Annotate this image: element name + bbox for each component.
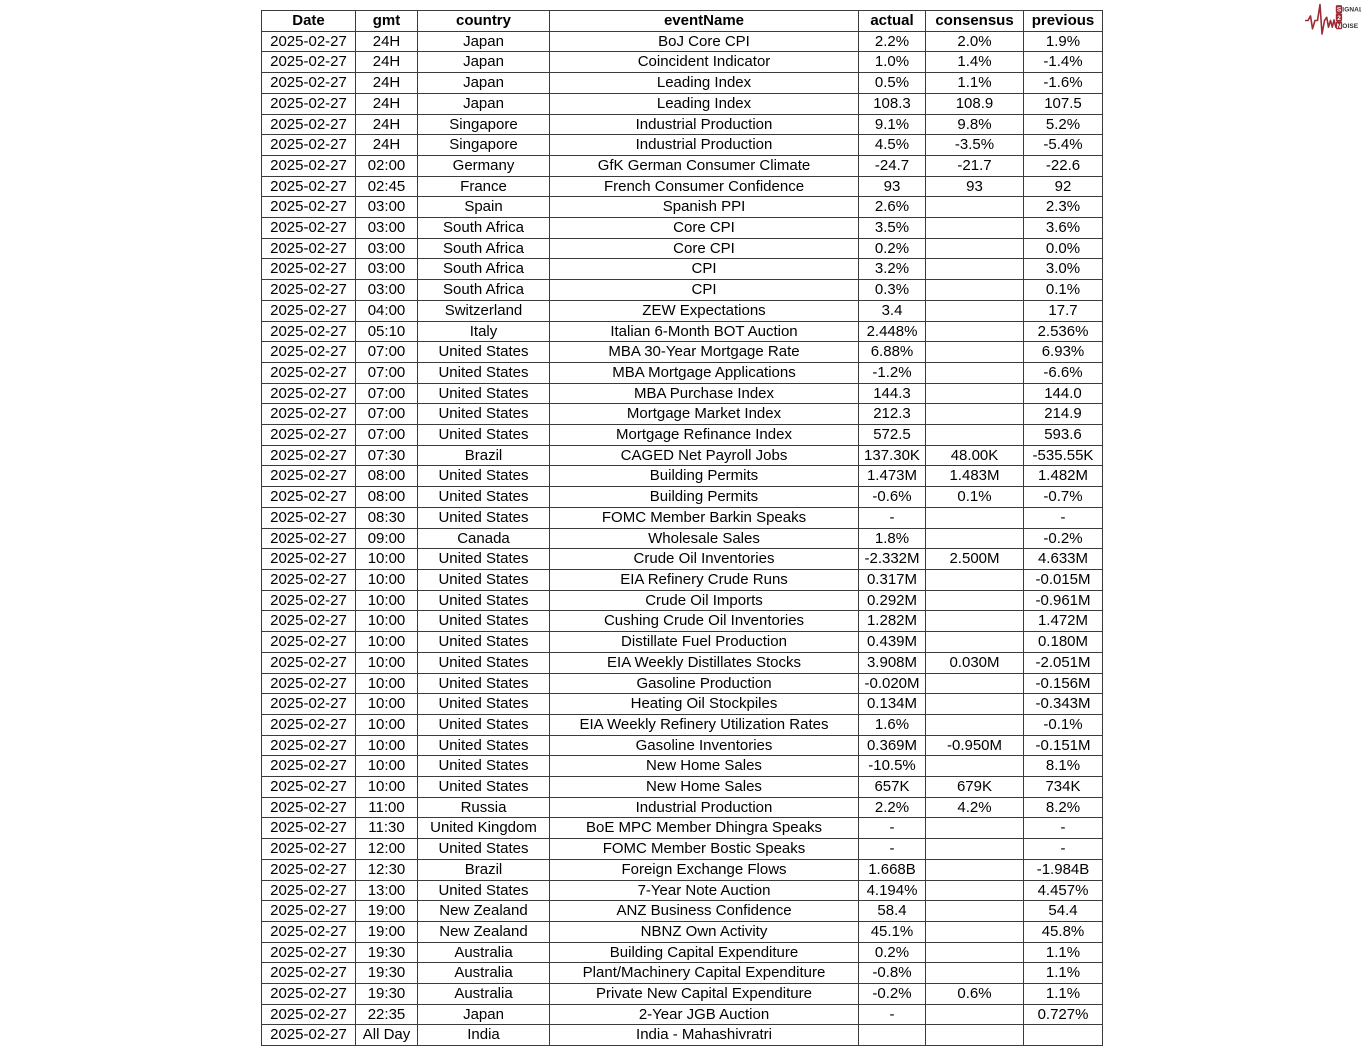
svg-text:S: S (1337, 7, 1342, 14)
svg-text:N: N (1337, 23, 1342, 30)
svg-text:OISE: OISE (1342, 23, 1358, 30)
svg-text:IGNAL: IGNAL (1342, 7, 1361, 14)
svg-text:2: 2 (1337, 15, 1341, 22)
